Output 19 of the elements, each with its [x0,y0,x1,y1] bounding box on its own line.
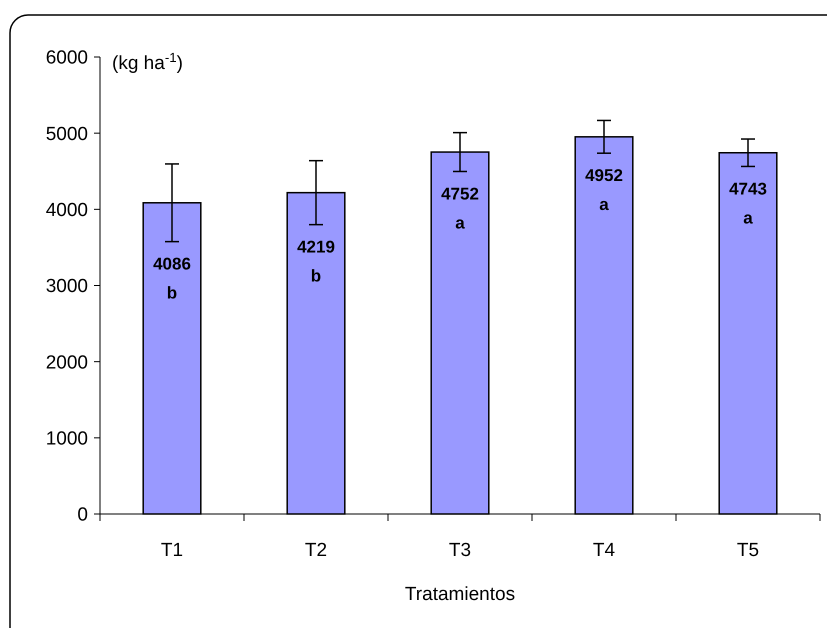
data-label: 4752 a [441,184,479,232]
x-tick-label: T1 [160,540,184,561]
x-tick-label: T5 [736,540,760,561]
data-label: 4219 b [297,238,335,286]
y-axis-title: (kg ha$^{-1}$) [112,50,183,74]
y-tick-label: 4000 [46,200,88,221]
x-tick-label: T3 [448,540,472,561]
data-label: 4086 b [153,254,191,303]
data-label: 4743 a [729,179,767,228]
y-tick-label: 2000 [46,352,88,374]
y-tick-label: 1000 [46,428,88,450]
x-axis-title: Tratamientos [404,584,516,605]
x-tick-label: T4 [592,540,616,561]
y-tick-label: 6000 [46,48,88,69]
data-label: 4952 a [585,166,623,214]
y-tick-label: 3000 [46,276,88,298]
y-tick-label: 5000 [46,124,88,145]
x-tick-label: T2 [304,540,328,561]
y-tick-label: 0 [77,504,88,526]
